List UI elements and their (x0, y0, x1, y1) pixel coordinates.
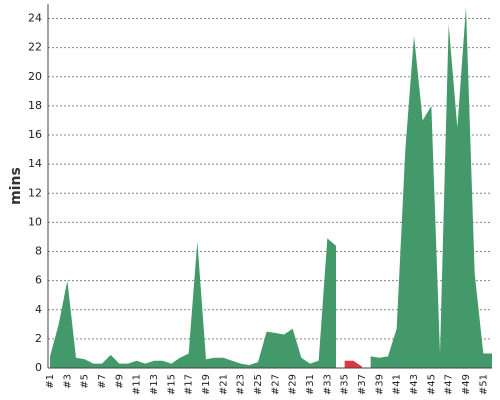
x-tick-label: #47 (444, 374, 455, 395)
y-tick-label: 12 (28, 186, 42, 199)
x-tick-label: #51 (478, 374, 489, 395)
y-tick-label: 22 (28, 41, 42, 54)
x-tick-label: #49 (461, 374, 472, 395)
y-tick-label: 2 (35, 332, 42, 345)
y-tick-label: 20 (28, 70, 42, 83)
x-tick-label: #23 (236, 374, 247, 395)
x-tick-label: #15 (166, 374, 177, 395)
x-tick-label: #43 (409, 374, 420, 395)
x-tick-label: #41 (392, 374, 403, 395)
y-tick-label: 18 (28, 99, 42, 112)
y-tick-label: 4 (35, 303, 42, 316)
x-tick-label: #45 (426, 374, 437, 395)
area (50, 6, 492, 369)
x-tick-label: #35 (340, 374, 351, 395)
area (344, 360, 362, 368)
x-tick-label: #7 (97, 374, 108, 389)
x-tick-label: #13 (149, 374, 160, 395)
x-tick-label: #39 (374, 374, 385, 395)
y-tick-label: 24 (28, 12, 42, 25)
y-tick-label: 6 (35, 274, 42, 287)
y-tick-label: 14 (28, 157, 42, 170)
y-tick-label: 8 (35, 245, 42, 258)
y-tick-label: 0 (35, 361, 42, 374)
x-tick-label: #17 (184, 374, 195, 395)
x-tick-label: #19 (201, 374, 212, 395)
x-tick-label: #31 (305, 374, 316, 395)
x-tick-label: #5 (80, 374, 91, 389)
x-tick-label: #1 (45, 374, 56, 389)
x-tick-label: #21 (218, 374, 229, 395)
x-tick-label: #33 (322, 374, 333, 395)
x-tick-label: #3 (62, 374, 73, 389)
x-tick-label: #27 (270, 374, 281, 395)
x-tick-label: #11 (132, 374, 143, 395)
x-tick-label: #37 (357, 374, 368, 395)
x-tick-label: #29 (288, 374, 299, 395)
y-tick-label: 10 (28, 215, 42, 228)
x-tick-label: #25 (253, 374, 264, 395)
y-axis-label: mins (8, 167, 24, 205)
y-tick-label: 16 (28, 128, 42, 141)
x-tick-label: #9 (114, 374, 125, 389)
